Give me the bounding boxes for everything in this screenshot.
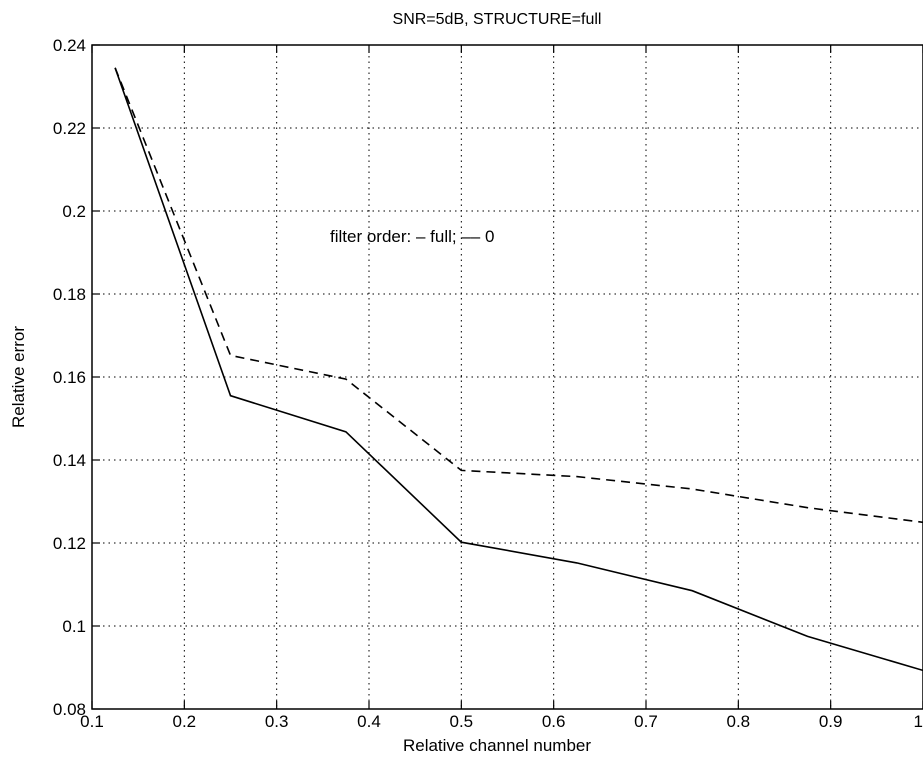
series-group: [114, 67, 923, 672]
x-tick-label: 0.4: [357, 712, 381, 731]
axis-ticks: 0.1 0.2 0.3 0.4 0.5 0.6 0.7 0.8 0.9 10.080.10.120…: [53, 36, 923, 731]
x-tick-label: 0.9: [819, 712, 843, 731]
x-axis-label: Relative channel number: [403, 736, 591, 755]
x-tick-label: 0.3: [265, 712, 289, 731]
y-tick-label: 0.24: [53, 36, 86, 55]
plot-frame: [91, 44, 923, 710]
grid: [92, 45, 923, 709]
y-tick-label: 0.2: [62, 202, 86, 221]
y-tick-label: 0.14: [53, 451, 86, 470]
x-tick-label: 0.8: [727, 712, 751, 731]
y-axis-label: Relative error: [9, 326, 28, 428]
x-tick-label: 0.7: [634, 712, 658, 731]
y-tick-label: 0.18: [53, 285, 86, 304]
y-tick-label: 0.16: [53, 368, 86, 387]
series-line-dashed: [114, 67, 923, 524]
y-tick-label: 0.22: [53, 119, 86, 138]
x-tick-label: 0.5: [450, 712, 474, 731]
y-tick-label: 0.08: [53, 700, 86, 719]
x-tick-label: 1: [914, 712, 923, 731]
x-tick-label: 0.1: [80, 712, 104, 731]
y-tick-label: 0.12: [53, 534, 86, 553]
legend-annotation: filter order: – full; –– 0: [330, 227, 494, 246]
x-tick-label: 0.2: [173, 712, 197, 731]
x-tick-label: 0.6: [542, 712, 566, 731]
series-line-solid: [114, 67, 923, 672]
y-tick-label: 0.1: [62, 617, 86, 636]
chart-title: SNR=5dB, STRUCTURE=full: [393, 11, 602, 28]
